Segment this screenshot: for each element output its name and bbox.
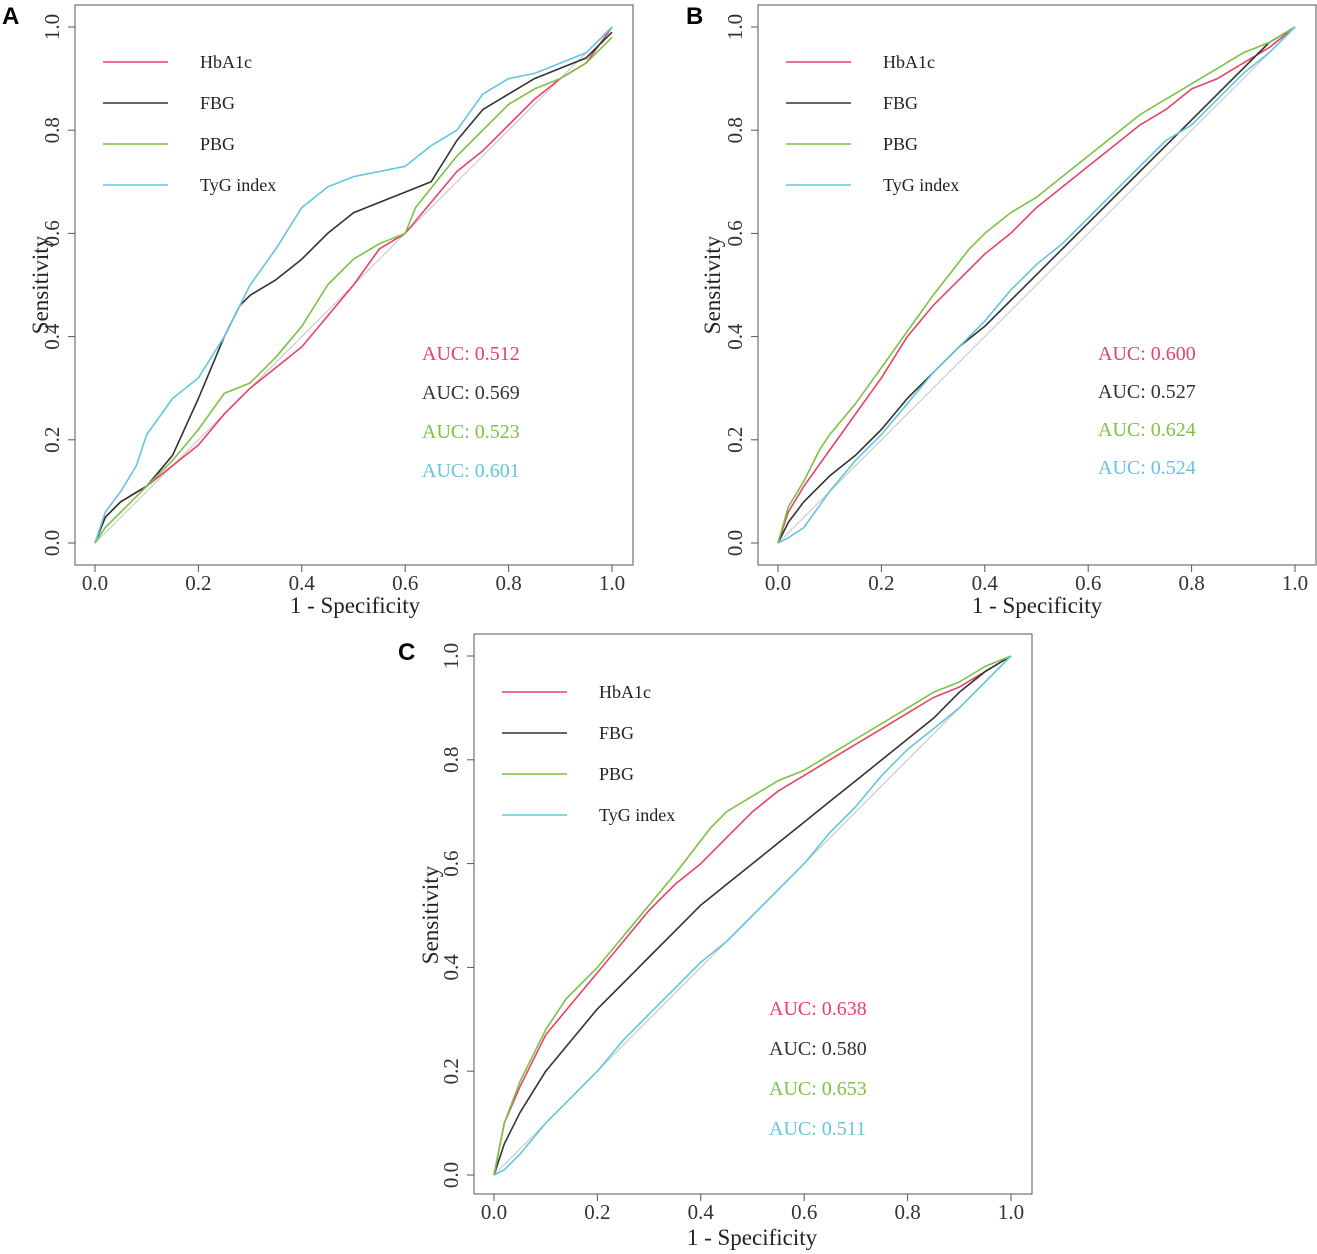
plot-frame (757, 4, 1317, 566)
auc-annotation: AUC: 0.601 (422, 460, 520, 482)
y-tick-label: 0.6 (40, 220, 64, 246)
auc-annotation: AUC: 0.524 (1098, 457, 1196, 479)
x-tick-label: 1.0 (998, 1200, 1024, 1224)
roc-curve-tyg-index (94, 26, 613, 544)
x-tick-label: 0.0 (765, 571, 791, 595)
roc-curve-pbg (493, 655, 1012, 1176)
roc-curve-fbg (493, 655, 1012, 1176)
panel-letter: A (2, 3, 19, 30)
x-tick-label: 0.8 (495, 571, 521, 595)
y-tick-label: 0.4 (723, 323, 747, 350)
x-tick-label: 0.6 (1075, 571, 1101, 595)
y-tick-label: 0.8 (723, 117, 747, 143)
panel-letter: B (686, 3, 703, 30)
panel-a: A 0.0 0.2 0.4 0.6 0.8 1.0 0.0 0.2 0.4 0.6 0.8 1.0 1 -… (2, 3, 634, 618)
roc-curve-hba1c (777, 26, 1296, 544)
legend-label: PBG (883, 134, 918, 154)
y-tick-label: 0.0 (723, 530, 747, 556)
y-tick-label: 0.6 (723, 220, 747, 246)
auc-annotation: AUC: 0.638 (769, 998, 867, 1020)
legend-label: HbA1c (599, 682, 651, 702)
auc-annotation: AUC: 0.523 (422, 421, 520, 443)
y-tick-label: 1.0 (40, 14, 64, 40)
x-tick-label: 0.2 (584, 1200, 610, 1224)
plot-frame (473, 633, 1033, 1195)
y-tick-label: 0.0 (439, 1162, 463, 1188)
auc-annotation: AUC: 0.580 (769, 1038, 867, 1060)
x-tick-label: 0.2 (868, 571, 894, 595)
legend-label: HbA1c (883, 52, 935, 72)
legend-label: FBG (599, 723, 634, 743)
y-tick-label: 0.8 (439, 747, 463, 773)
legend-label: TyG index (599, 805, 675, 825)
x-tick-label: 1.0 (1282, 571, 1308, 595)
legend-label: PBG (200, 134, 235, 154)
y-tick-label: 0.2 (723, 427, 747, 453)
x-tick-label: 0.4 (972, 571, 999, 595)
x-tick-label: 0.6 (791, 1200, 817, 1224)
roc-curve-pbg (777, 26, 1296, 544)
legend-label: FBG (883, 93, 918, 113)
roc-curve-pbg (94, 36, 613, 544)
x-axis-title: 1 - Specificity (972, 593, 1103, 618)
roc-curve-fbg (777, 26, 1296, 544)
panel-letter: C (398, 639, 415, 666)
y-tick-label: 0.2 (40, 427, 64, 453)
auc-annotation: AUC: 0.653 (769, 1078, 867, 1100)
roc-curve-fbg (94, 31, 613, 544)
roc-curve-tyg-index (777, 26, 1296, 544)
legend-label: HbA1c (200, 52, 252, 72)
x-tick-label: 0.6 (392, 571, 418, 595)
x-tick-label: 1.0 (599, 571, 625, 595)
x-tick-label: 0.4 (688, 1200, 715, 1224)
y-tick-label: 1.0 (439, 643, 463, 669)
auc-annotation: AUC: 0.511 (769, 1118, 866, 1140)
x-tick-label: 0.4 (289, 571, 316, 595)
x-tick-label: 0.8 (1178, 571, 1204, 595)
y-axis-title: Sensitivity (418, 865, 443, 964)
auc-annotation: AUC: 0.569 (422, 382, 520, 404)
auc-annotation: AUC: 0.527 (1098, 381, 1196, 403)
y-tick-label: 0.8 (40, 117, 64, 143)
y-tick-label: 0.2 (439, 1058, 463, 1084)
y-tick-label: 1.0 (723, 14, 747, 40)
x-axis-title: 1 - Specificity (687, 1225, 818, 1250)
legend-label: FBG (200, 93, 235, 113)
auc-annotation: AUC: 0.624 (1098, 419, 1196, 441)
panel-b: B 0.0 0.2 0.4 0.6 0.8 1.0 0.0 0.2 0.4 0.6 0.8 1.0 1 -… (686, 3, 1317, 618)
y-axis-title: Sensitivity (28, 235, 53, 334)
legend-label: TyG index (883, 175, 959, 195)
roc-curve-hba1c (493, 655, 1012, 1176)
x-axis-title: 1 - Specificity (290, 593, 421, 618)
x-tick-label: 0.2 (185, 571, 211, 595)
auc-annotation: AUC: 0.512 (422, 343, 520, 365)
y-tick-label: 0.4 (439, 954, 463, 981)
legend-label: PBG (599, 764, 634, 784)
auc-annotation: AUC: 0.600 (1098, 343, 1196, 365)
x-tick-label: 0.0 (82, 571, 108, 595)
y-axis-title: Sensitivity (700, 235, 725, 334)
y-tick-label: 0.6 (439, 850, 463, 876)
y-tick-label: 0.4 (40, 323, 64, 350)
x-tick-label: 0.0 (481, 1200, 507, 1224)
y-tick-label: 0.0 (40, 530, 64, 556)
roc-curve-hba1c (94, 26, 613, 544)
legend-label: TyG index (200, 175, 276, 195)
x-tick-label: 0.8 (894, 1200, 920, 1224)
panel-c: C 0.0 0.2 0.4 0.6 0.8 1.0 0.0 0.2 0.4 0.6 0.8 1.0 1 -… (398, 633, 1033, 1250)
reference-diagonal (777, 26, 1296, 544)
roc-curve-tyg-index (493, 655, 1012, 1176)
plot-frame (74, 4, 634, 566)
